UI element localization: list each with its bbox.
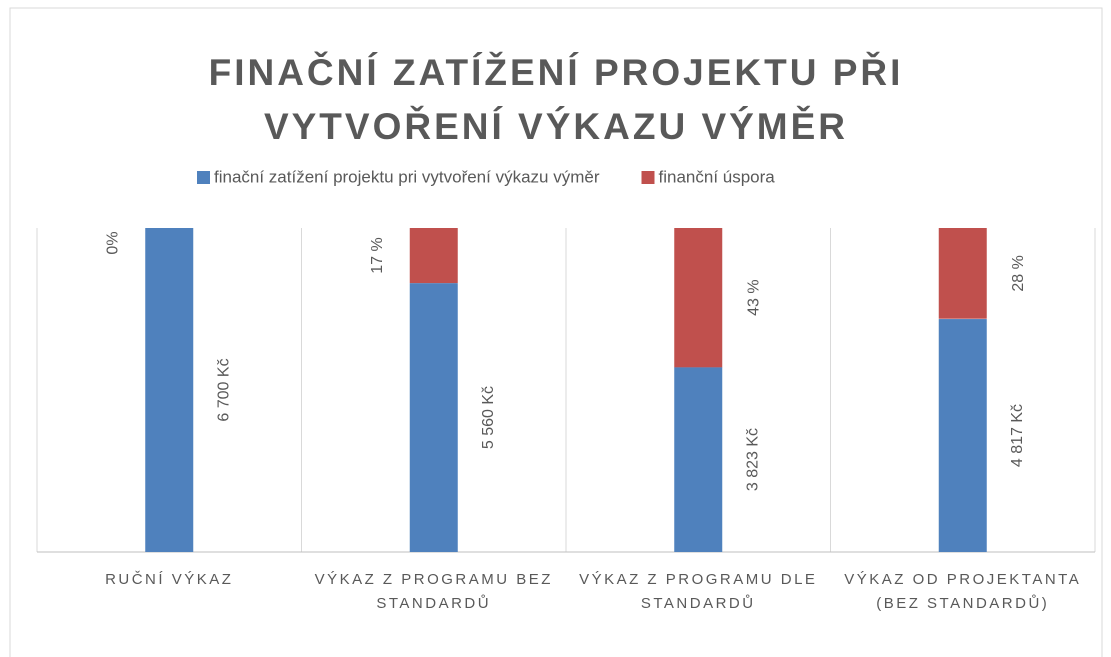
data-label: 0% <box>104 231 121 254</box>
x-tick-label: RUČNÍ VÝKAZ <box>105 571 234 588</box>
data-label: 17 % <box>369 237 386 273</box>
bar-segment <box>409 228 458 284</box>
bar-segment <box>938 319 987 552</box>
x-tick-label: VÝKAZ OD PROJEKTANTA (BEZ STANDARDŮ) <box>844 571 1082 612</box>
bar-segment <box>409 283 458 552</box>
data-label: 43 % <box>745 279 762 315</box>
chart-frame <box>9 7 1103 657</box>
legend-label: finační zatížení projektu pri vytvoření … <box>214 167 600 186</box>
bar-segment <box>938 228 987 319</box>
x-tick-label: VÝKAZ Z PROGRAMU DLE STANDARDŮ <box>579 571 818 612</box>
data-label: 6 700 Kč <box>215 358 232 421</box>
bar-segment <box>674 367 723 552</box>
legend-swatch <box>641 171 655 184</box>
data-label: 28 % <box>1010 255 1027 291</box>
chart-title: FINAČNÍ ZATÍŽENÍ PROJEKTU PŘI <box>209 51 904 93</box>
x-tick-label: VÝKAZ Z PROGRAMU BEZ STANDARDŮ <box>314 571 553 612</box>
legend-label: finanční úspora <box>659 167 776 186</box>
data-label: 4 817 Kč <box>1009 404 1026 467</box>
bar-segment <box>145 228 194 552</box>
chart-title: VYTVOŘENÍ VÝKAZU VÝMĚR <box>264 105 848 147</box>
bar-segment <box>674 228 723 368</box>
data-label: 5 560 Kč <box>480 386 497 449</box>
legend-swatch <box>197 171 210 184</box>
data-label: 3 823 Kč <box>744 428 761 491</box>
